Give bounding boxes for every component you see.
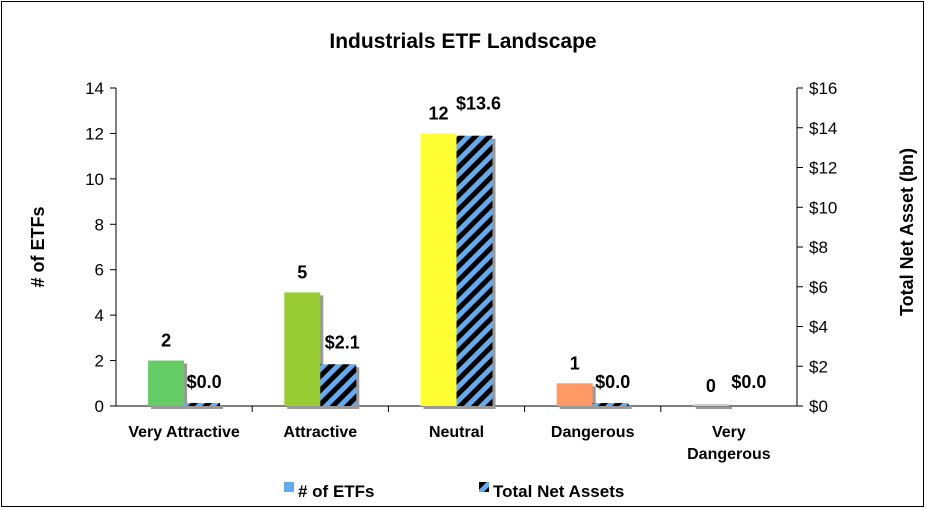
y2-tick-label: $8 (809, 238, 828, 257)
data-labels: 2 $0.0 5 $2.1 12 $13.6 1 $0.0 0 $0.0 (161, 94, 766, 396)
y-tick-label: 14 (85, 79, 104, 98)
y-tick-label: 12 (85, 124, 104, 143)
bar-num-etfs (284, 292, 321, 406)
bar-num-etfs (148, 360, 185, 406)
y2-axis-label: Total Net Asset (bn) (897, 148, 917, 316)
x-tick-label: Attractive (283, 424, 357, 441)
bar-num-etfs (420, 133, 457, 406)
x-tick-label: Neutral (429, 424, 484, 441)
y2-tick-label: $16 (809, 79, 837, 98)
data-label-num-etfs: 5 (297, 262, 307, 282)
legend: # of ETFs Total Net Assets (284, 482, 624, 501)
y-tick-label: 4 (95, 306, 104, 325)
y-axis-label: # of ETFs (28, 206, 48, 287)
y-tick-label: 2 (95, 352, 104, 371)
y2-tick-label: $14 (809, 119, 837, 138)
x-tick-label: Very (712, 424, 746, 441)
bar-shadow (595, 406, 632, 409)
y2-tick-label: $4 (809, 318, 828, 337)
data-label-total-net-assets: $0.0 (187, 372, 222, 392)
bar-shadow (187, 406, 224, 409)
x-tick-label: Dangerous (687, 446, 771, 463)
bar-total-net-assets (456, 135, 493, 406)
y2-tick-label: $0 (809, 397, 828, 416)
legend-label-num-etfs: # of ETFs (298, 482, 375, 501)
bar-total-net-assets (184, 403, 221, 406)
data-label-num-etfs: 2 (161, 331, 171, 351)
x-tick-label: Dangerous (551, 424, 635, 441)
y2-tick-label: $12 (809, 159, 837, 178)
legend-swatch-num-etfs (284, 482, 294, 492)
bar-num-etfs (556, 383, 593, 406)
y-tick-label: 8 (95, 215, 104, 234)
legend-label-total-net-assets: Total Net Assets (493, 482, 624, 501)
bar-num-etfs (692, 404, 729, 406)
y-tick-label: 10 (85, 170, 104, 189)
x-tick-label: Very Attractive (128, 424, 240, 441)
data-label-total-net-assets: $13.6 (456, 94, 501, 114)
y-tick-label: 6 (95, 261, 104, 280)
data-label-num-etfs: 1 (570, 353, 580, 373)
data-label-num-etfs: 12 (428, 103, 448, 123)
chart-title: Industrials ETF Landscape (329, 30, 596, 53)
data-label-total-net-assets: $0.0 (595, 372, 630, 392)
bar-total-net-assets (592, 403, 629, 406)
legend-swatch-total-net-assets (479, 482, 489, 492)
data-label-num-etfs: 0 (706, 376, 716, 396)
y-tick-label: 0 (95, 397, 104, 416)
data-label-total-net-assets: $0.0 (731, 372, 766, 392)
bar-shadow (695, 407, 732, 409)
y2-tick-label: $2 (809, 357, 828, 376)
data-label-total-net-assets: $2.1 (325, 332, 360, 352)
bars (148, 133, 732, 409)
y2-tick-label: $6 (809, 278, 828, 297)
bar-total-net-assets (320, 364, 357, 406)
y2-tick-label: $10 (809, 198, 837, 217)
